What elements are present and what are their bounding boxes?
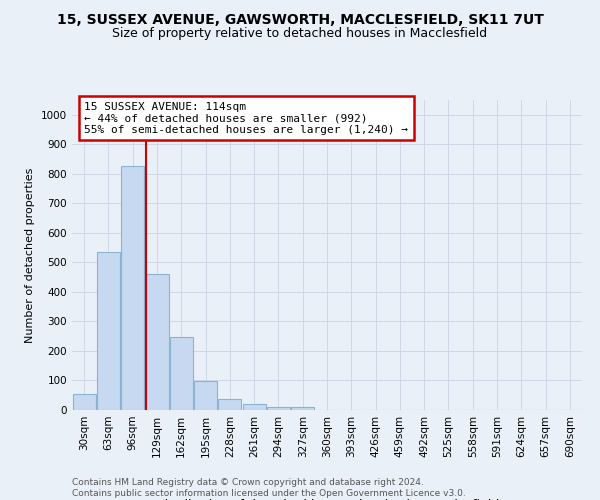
Text: 15, SUSSEX AVENUE, GAWSWORTH, MACCLESFIELD, SK11 7UT: 15, SUSSEX AVENUE, GAWSWORTH, MACCLESFIE… [56, 12, 544, 26]
Bar [242, 404, 266, 410]
Bar [194, 382, 217, 410]
Bar [97, 252, 120, 410]
Bar [170, 337, 193, 410]
Bar [121, 166, 144, 410]
Bar [218, 399, 241, 410]
Text: 15 SUSSEX AVENUE: 114sqm
← 44% of detached houses are smaller (992)
55% of semi-: 15 SUSSEX AVENUE: 114sqm ← 44% of detach… [84, 102, 408, 134]
X-axis label: Distribution of detached houses by size in Macclesfield: Distribution of detached houses by size … [155, 498, 499, 500]
Text: Size of property relative to detached houses in Macclesfield: Size of property relative to detached ho… [112, 28, 488, 40]
Bar [291, 407, 314, 410]
Bar [73, 394, 95, 410]
Bar [267, 407, 290, 410]
Bar [145, 274, 169, 410]
Text: Contains HM Land Registry data © Crown copyright and database right 2024.
Contai: Contains HM Land Registry data © Crown c… [72, 478, 466, 498]
Y-axis label: Number of detached properties: Number of detached properties [25, 168, 35, 342]
